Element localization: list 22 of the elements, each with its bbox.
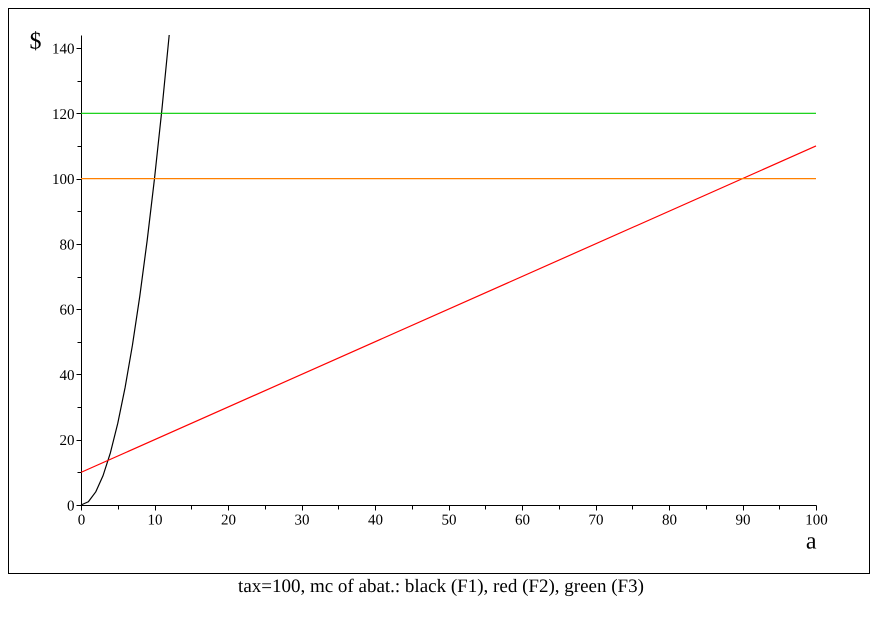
y-tick-label: 0 <box>67 498 74 514</box>
x-tick-label: 0 <box>78 512 86 528</box>
y-tick-label: 60 <box>60 302 74 319</box>
x-tick-label: 80 <box>662 512 677 528</box>
y-tick-label: 120 <box>52 106 74 123</box>
x-tick-label: 20 <box>221 512 236 528</box>
y-tick-label: 40 <box>60 368 74 384</box>
x-tick-label: 70 <box>588 512 604 528</box>
x-tick-label: 40 <box>368 512 383 528</box>
x-tick-label: 30 <box>294 512 310 528</box>
y-tick-label: 100 <box>52 172 74 188</box>
x-tick-label: 10 <box>148 512 162 528</box>
x-tick-label: 90 <box>736 512 750 528</box>
y-axis-title: $ <box>30 28 42 54</box>
x-axis-title: a <box>806 528 817 554</box>
y-tick-label: 20 <box>60 433 74 450</box>
y-tick-label: 140 <box>52 42 74 58</box>
text: tax=100, mc of abat.: black (F1), red (F2), green (F3) <box>237 576 645 598</box>
y-tick-label: 80 <box>60 237 74 254</box>
x-tick-label: 100 <box>805 512 828 528</box>
x-tick-label: 50 <box>442 512 456 528</box>
x-tick-label: 60 <box>515 512 530 528</box>
